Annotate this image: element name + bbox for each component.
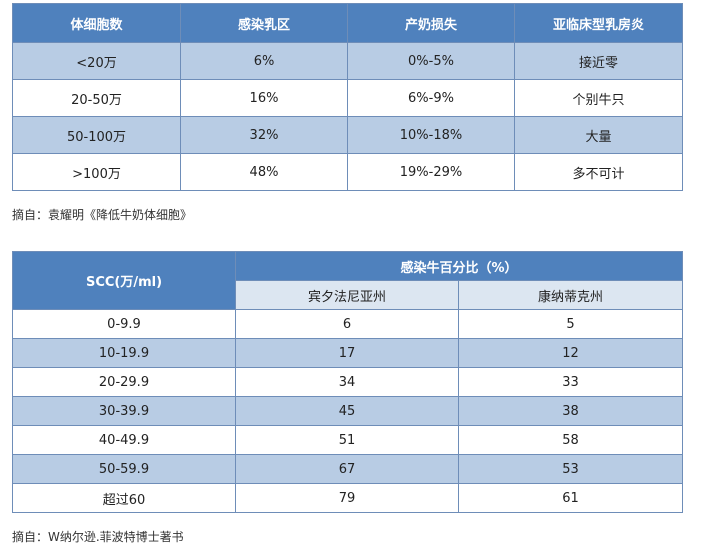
region-header-pennsylvania: 宾夕法尼亚州	[235, 280, 459, 310]
table-cell: 50-59.9	[12, 454, 236, 484]
scc-infection-table: SCC(万/ml) 感染牛百分比（%） 宾夕法尼亚州 康纳蒂克州 0-9.9 6…	[12, 251, 683, 513]
table-cell: 多不可计	[514, 153, 683, 191]
table-cell: 6%	[180, 42, 348, 80]
table-row: <20万 6% 0%-5% 接近零	[12, 42, 683, 80]
table-cell: 10%-18%	[347, 116, 515, 154]
table-cell: 45	[235, 396, 459, 426]
table-cell: 19%-29%	[347, 153, 515, 191]
table-cell: 10-19.9	[12, 338, 236, 368]
table-cell: 12	[458, 338, 683, 368]
column-header: 感染乳区	[180, 3, 348, 43]
table-cell: 33	[458, 367, 683, 397]
table-cell: 67	[235, 454, 459, 484]
table-cell: 超过60	[12, 483, 236, 513]
infection-percent-header: 感染牛百分比（%）	[235, 251, 683, 281]
table-cell: 0-9.9	[12, 309, 236, 339]
table-header-row: 体细胞数 感染乳区 产奶损失 亚临床型乳房炎	[12, 3, 683, 43]
mastitis-loss-table: 体细胞数 感染乳区 产奶损失 亚临床型乳房炎 <20万 6% 0%-5% 接近零…	[12, 3, 683, 191]
table-row: 50-59.9 67 53	[12, 454, 683, 484]
scc-column-header: SCC(万/ml)	[12, 251, 236, 310]
table-row: 0-9.9 6 5	[12, 309, 683, 339]
table-row: >100万 48% 19%-29% 多不可计	[12, 153, 683, 191]
table-row: 超过60 79 61	[12, 483, 683, 513]
table-cell: 32%	[180, 116, 348, 154]
column-header: 体细胞数	[12, 3, 181, 43]
table-cell: 51	[235, 425, 459, 455]
table-cell: 大量	[514, 116, 683, 154]
table-subheader-row: 宾夕法尼亚州 康纳蒂克州	[13, 280, 683, 310]
source-caption: 摘自：W纳尔逊.菲波特博士著书	[12, 530, 184, 544]
region-header-connecticut: 康纳蒂克州	[458, 280, 683, 310]
table-cell: 79	[235, 483, 459, 513]
source-caption: 摘自：袁耀明《降低牛奶体细胞》	[12, 208, 193, 222]
table-cell: 34	[235, 367, 459, 397]
table-cell: 53	[458, 454, 683, 484]
table-row: 20-50万 16% 6%-9% 个别牛只	[12, 79, 683, 117]
table-cell: 48%	[180, 153, 348, 191]
table-cell: 38	[458, 396, 683, 426]
table-cell: 20-50万	[12, 79, 181, 117]
table-cell: 个别牛只	[514, 79, 683, 117]
table-cell: 61	[458, 483, 683, 513]
column-header: 产奶损失	[347, 3, 515, 43]
table-cell: 17	[235, 338, 459, 368]
table-cell: 接近零	[514, 42, 683, 80]
table-row: 50-100万 32% 10%-18% 大量	[12, 116, 683, 154]
table-cell: 30-39.9	[12, 396, 236, 426]
table-row: 20-29.9 34 33	[12, 367, 683, 397]
table-cell: 40-49.9	[12, 425, 236, 455]
table-cell: 6	[235, 309, 459, 339]
table-cell: 5	[458, 309, 683, 339]
table-row: 10-19.9 17 12	[12, 338, 683, 368]
table-cell: <20万	[12, 42, 181, 80]
column-header: 亚临床型乳房炎	[514, 3, 683, 43]
table-cell: >100万	[12, 153, 181, 191]
table-cell: 0%-5%	[347, 42, 515, 80]
table-header-row: SCC(万/ml) 感染牛百分比（%）	[12, 251, 683, 310]
table-cell: 16%	[180, 79, 348, 117]
table-row: 40-49.9 51 58	[12, 425, 683, 455]
table-row: 30-39.9 45 38	[12, 396, 683, 426]
table-cell: 58	[458, 425, 683, 455]
table-cell: 20-29.9	[12, 367, 236, 397]
table-cell: 50-100万	[12, 116, 181, 154]
table-cell: 6%-9%	[347, 79, 515, 117]
